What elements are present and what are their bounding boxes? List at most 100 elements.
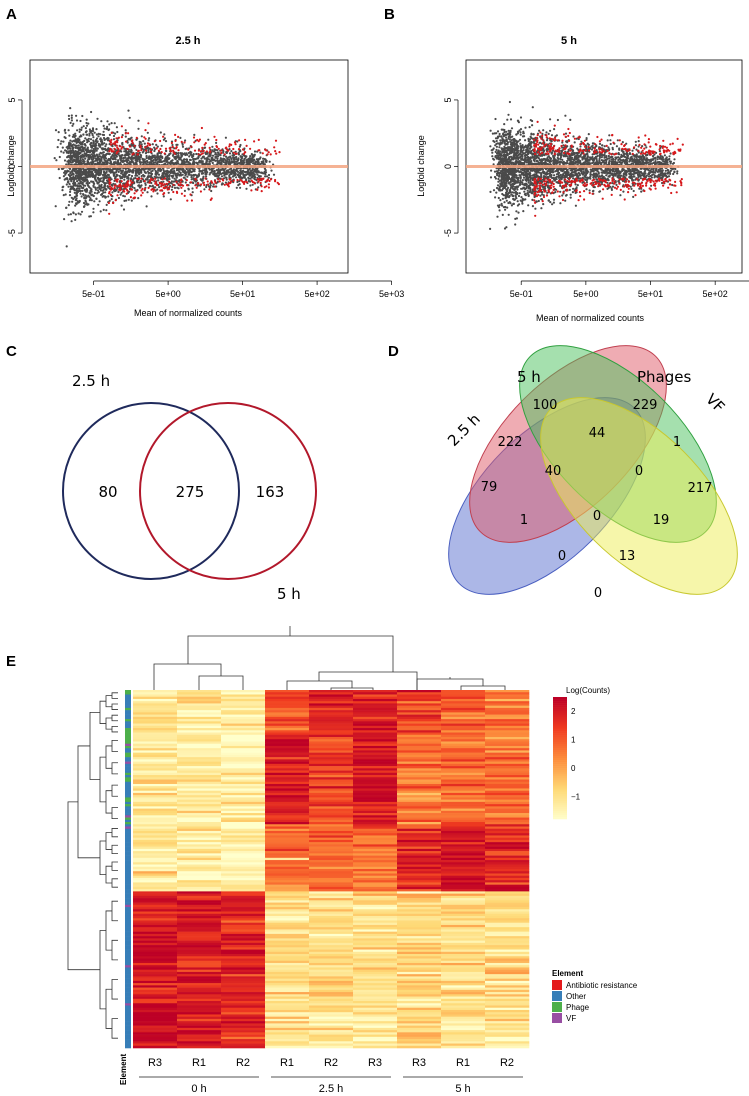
ma-point <box>70 179 73 182</box>
ma-point <box>76 190 79 193</box>
ma-point <box>253 177 256 180</box>
ma-point <box>98 173 101 176</box>
ma-point <box>270 169 273 172</box>
ma-point <box>208 160 211 163</box>
ma-significant-point <box>262 177 265 180</box>
ma-point <box>106 120 109 123</box>
ma-significant-point <box>172 149 175 152</box>
ma-point <box>153 154 156 157</box>
ma-point <box>86 133 89 136</box>
ma-significant-point <box>220 151 223 155</box>
ma-point <box>147 175 150 178</box>
ma-point <box>134 172 137 175</box>
ma-point <box>86 181 89 184</box>
ma-point <box>72 197 75 201</box>
ma-point <box>191 191 194 194</box>
ma-point <box>106 162 109 165</box>
ma-point <box>529 180 532 183</box>
ma-point <box>91 167 94 171</box>
ma-point <box>225 178 228 181</box>
ma-point <box>68 117 71 121</box>
ma-significant-point <box>265 185 268 188</box>
ma-significant-point <box>213 135 216 138</box>
ma-point <box>113 190 116 193</box>
ma-significant-point <box>136 153 139 156</box>
ma-significant-point <box>200 153 203 156</box>
ma-point <box>137 119 140 122</box>
ma-point <box>122 157 125 160</box>
ma-point <box>239 158 242 161</box>
ma-point <box>81 183 84 186</box>
ma-point <box>170 174 173 178</box>
ma-point <box>510 127 514 130</box>
ma-point <box>108 133 111 136</box>
ma-point <box>249 171 252 174</box>
ma-point <box>61 146 64 149</box>
ma-point <box>228 161 231 164</box>
ma-significant-point <box>108 150 111 153</box>
ma-a-xlabel: Mean of normalized counts <box>134 308 243 318</box>
ma-point <box>144 171 147 174</box>
ma-point <box>85 124 89 127</box>
ma-significant-point <box>197 182 200 185</box>
ma-point <box>516 200 519 203</box>
ma-point <box>102 136 106 140</box>
ma-significant-point <box>124 132 127 135</box>
ma-significant-point <box>204 177 207 180</box>
ma-point <box>63 159 67 162</box>
ma-point <box>73 183 76 186</box>
ma-point <box>160 155 163 158</box>
ma-point <box>156 188 159 191</box>
ma-point <box>105 127 108 131</box>
ma-point <box>214 148 217 151</box>
ma-significant-point <box>110 149 113 152</box>
ma-point <box>62 151 65 154</box>
ma-point <box>211 154 215 157</box>
ma-point <box>222 169 225 172</box>
ma-point <box>116 130 119 134</box>
ma-point <box>252 172 255 175</box>
ma-significant-point <box>269 178 273 181</box>
ma-point <box>163 170 166 173</box>
ma-point <box>76 129 79 132</box>
ma-point <box>169 198 172 201</box>
ma-point <box>123 171 126 174</box>
ma-point <box>82 186 85 189</box>
ma-point <box>81 142 84 145</box>
ma-significant-point <box>147 122 150 125</box>
ma-point <box>216 157 219 160</box>
ma-point <box>550 134 554 137</box>
ma-point <box>186 175 189 178</box>
ma-point <box>85 118 88 121</box>
ma-point <box>122 208 126 211</box>
ma-significant-point <box>135 190 138 193</box>
ma-point <box>59 142 62 145</box>
ma-point <box>253 168 256 171</box>
ma-point <box>86 184 89 187</box>
ma-significant-point <box>111 187 114 190</box>
ma-point <box>201 172 204 175</box>
ma-point <box>88 128 91 131</box>
ma-point <box>90 144 93 148</box>
ma-point <box>191 187 194 190</box>
ma-significant-point <box>172 190 175 194</box>
ma-significant-point <box>107 201 110 205</box>
ma-point <box>264 175 267 178</box>
ma-point <box>528 126 531 129</box>
ma-point <box>264 173 267 176</box>
ma-significant-point <box>201 146 204 149</box>
ma-point <box>84 176 88 179</box>
ma-point <box>265 175 269 178</box>
ma-significant-point <box>194 177 197 180</box>
ma-significant-point <box>130 188 133 191</box>
ma-point <box>622 190 625 193</box>
ma-significant-point <box>140 194 143 197</box>
ma-point <box>237 175 241 178</box>
ma-point <box>108 168 111 171</box>
ma-point <box>131 171 134 174</box>
ma-point <box>121 134 124 137</box>
ma-point <box>76 184 79 187</box>
ma-point <box>492 147 495 150</box>
ma-point <box>207 138 210 141</box>
